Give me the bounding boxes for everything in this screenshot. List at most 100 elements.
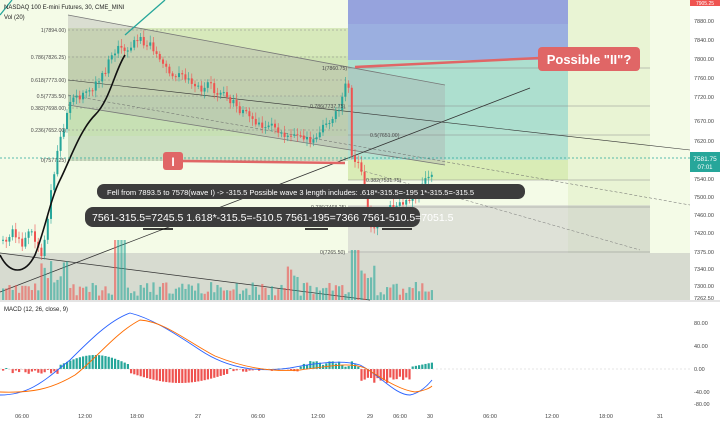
- candle-body[interactable]: [72, 98, 74, 102]
- candle-body[interactable]: [405, 200, 407, 205]
- candle-body[interactable]: [159, 54, 161, 60]
- candle-body[interactable]: [392, 205, 394, 207]
- candle-body[interactable]: [213, 83, 215, 93]
- candle-body[interactable]: [338, 110, 340, 111]
- candle-body[interactable]: [130, 48, 132, 51]
- candle-body[interactable]: [396, 206, 398, 207]
- candle-body[interactable]: [284, 133, 286, 137]
- candle-body[interactable]: [335, 111, 337, 119]
- candle-body[interactable]: [261, 123, 263, 128]
- candle-body[interactable]: [44, 240, 46, 256]
- candle-body[interactable]: [354, 156, 356, 162]
- candle-body[interactable]: [31, 231, 33, 232]
- candle-body[interactable]: [162, 59, 164, 63]
- candle-body[interactable]: [172, 73, 174, 76]
- candle-body[interactable]: [306, 137, 308, 139]
- candle-body[interactable]: [204, 88, 206, 92]
- candle-body[interactable]: [18, 237, 20, 238]
- candle-body[interactable]: [124, 48, 126, 51]
- candle-body[interactable]: [85, 91, 87, 92]
- candle-body[interactable]: [127, 51, 129, 52]
- candle-body[interactable]: [325, 124, 327, 125]
- candle-body[interactable]: [210, 82, 212, 83]
- candle-body[interactable]: [95, 81, 97, 90]
- candle-body[interactable]: [194, 84, 196, 86]
- candle-body[interactable]: [242, 110, 244, 113]
- candle-body[interactable]: [149, 42, 151, 45]
- candle-body[interactable]: [60, 137, 62, 151]
- candle-body[interactable]: [319, 132, 321, 137]
- candle-body[interactable]: [300, 135, 302, 136]
- candle-body[interactable]: [66, 113, 68, 129]
- candle-body[interactable]: [88, 90, 90, 91]
- candle-body[interactable]: [101, 73, 103, 81]
- candle-body[interactable]: [21, 239, 23, 247]
- candle-body[interactable]: [178, 73, 180, 77]
- candle-body[interactable]: [15, 229, 17, 237]
- candle-body[interactable]: [277, 127, 279, 132]
- candle-body[interactable]: [258, 123, 260, 125]
- candle-body[interactable]: [136, 40, 138, 41]
- candle-body[interactable]: [408, 200, 410, 201]
- candle-body[interactable]: [248, 111, 250, 116]
- candle-body[interactable]: [274, 124, 276, 128]
- candle-body[interactable]: [140, 37, 142, 41]
- candle-body[interactable]: [168, 67, 170, 74]
- candle-body[interactable]: [34, 231, 36, 241]
- candle-body[interactable]: [200, 86, 202, 92]
- candle-body[interactable]: [264, 127, 266, 128]
- candle-body[interactable]: [146, 45, 148, 46]
- candle-body[interactable]: [424, 178, 426, 184]
- candle-body[interactable]: [316, 137, 318, 139]
- candle-body[interactable]: [360, 162, 362, 171]
- candle-body[interactable]: [296, 134, 298, 135]
- candle-body[interactable]: [133, 40, 135, 48]
- candle-body[interactable]: [293, 134, 295, 135]
- candle-body[interactable]: [280, 133, 282, 134]
- candle-body[interactable]: [351, 88, 353, 156]
- candle-body[interactable]: [322, 125, 324, 132]
- candle-body[interactable]: [287, 136, 289, 137]
- candle-body[interactable]: [428, 177, 430, 178]
- candle-body[interactable]: [108, 59, 110, 73]
- candle-body[interactable]: [399, 202, 401, 206]
- candle-body[interactable]: [220, 93, 222, 95]
- candle-body[interactable]: [188, 78, 190, 79]
- candle-body[interactable]: [69, 102, 71, 113]
- candle-body[interactable]: [143, 37, 145, 45]
- candle-body[interactable]: [98, 81, 100, 82]
- candle-body[interactable]: [252, 116, 254, 119]
- candle-body[interactable]: [104, 73, 106, 74]
- candle-body[interactable]: [191, 78, 193, 83]
- candle-body[interactable]: [357, 162, 359, 163]
- candle-body[interactable]: [328, 123, 330, 124]
- candle-body[interactable]: [2, 240, 4, 241]
- candle-body[interactable]: [268, 126, 270, 128]
- candle-body[interactable]: [197, 86, 199, 87]
- candle-body[interactable]: [8, 237, 10, 242]
- candle-body[interactable]: [79, 95, 81, 99]
- candle-body[interactable]: [175, 76, 177, 77]
- candle-body[interactable]: [114, 54, 116, 56]
- macd-pane[interactable]: [0, 302, 690, 407]
- candle-body[interactable]: [5, 240, 7, 242]
- candle-body[interactable]: [223, 92, 225, 93]
- candle-body[interactable]: [239, 106, 241, 113]
- candle-body[interactable]: [152, 42, 154, 51]
- candle-body[interactable]: [236, 100, 238, 106]
- candle-body[interactable]: [47, 219, 49, 240]
- candle-body[interactable]: [312, 139, 314, 143]
- candle-body[interactable]: [344, 84, 346, 97]
- candle-body[interactable]: [373, 227, 375, 228]
- candle-body[interactable]: [232, 100, 234, 103]
- candle-body[interactable]: [402, 202, 404, 204]
- candle-body[interactable]: [303, 135, 305, 139]
- candle-body[interactable]: [76, 95, 78, 97]
- candle-body[interactable]: [181, 73, 183, 74]
- candle-body[interactable]: [431, 175, 433, 177]
- candle-body[interactable]: [165, 64, 167, 67]
- candle-body[interactable]: [255, 119, 257, 125]
- candle-body[interactable]: [28, 231, 30, 237]
